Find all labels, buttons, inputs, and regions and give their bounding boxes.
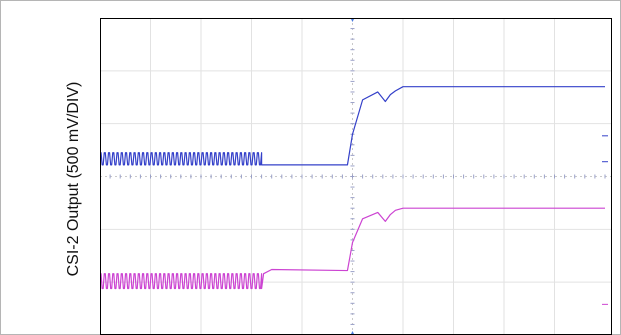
- plot-grid: [100, 18, 612, 335]
- channel-markers: 1T2: [602, 135, 608, 305]
- series-line-2: [100, 207, 605, 290]
- traces: [100, 86, 605, 290]
- series-line-1: [100, 86, 605, 166]
- y-axis-label: CSI-2 Output (500 mV/DIV): [65, 81, 82, 277]
- oscilloscope-plot: 1T2: [100, 18, 612, 335]
